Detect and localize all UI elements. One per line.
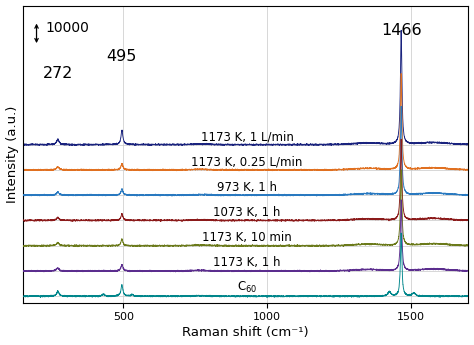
Text: 495: 495: [107, 49, 137, 63]
Text: C$_{60}$: C$_{60}$: [237, 279, 257, 295]
Text: 1073 K, 1 h: 1073 K, 1 h: [213, 206, 281, 219]
Text: 1173 K, 0.25 L/min: 1173 K, 0.25 L/min: [191, 155, 303, 168]
Text: 1173 K, 10 min: 1173 K, 10 min: [202, 231, 292, 244]
Y-axis label: Intensity (a.u.): Intensity (a.u.): [6, 105, 18, 203]
Text: 973 K, 1 h: 973 K, 1 h: [217, 181, 277, 194]
X-axis label: Raman shift (cm⁻¹): Raman shift (cm⁻¹): [182, 326, 309, 339]
Text: 272: 272: [43, 66, 73, 81]
Text: 1173 K, 1 h: 1173 K, 1 h: [213, 256, 281, 269]
Text: 1466: 1466: [381, 23, 421, 38]
Text: 1173 K, 1 L/min: 1173 K, 1 L/min: [201, 130, 293, 143]
Text: 10000: 10000: [45, 21, 89, 35]
